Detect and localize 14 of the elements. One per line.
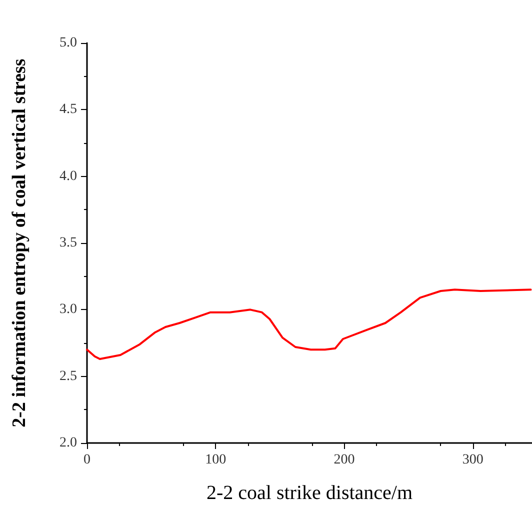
y-tick-label: 2.5 [60, 368, 77, 384]
y-tick-label: 2.0 [60, 436, 77, 450]
y-tick-label: 5.0 [60, 36, 77, 50]
x-tick-label: 0 [84, 452, 90, 468]
x-tick-label: 200 [334, 452, 355, 468]
y-tick-label: 4.0 [60, 168, 77, 184]
y-tick-label: 4.5 [60, 102, 77, 118]
y-tick-label: 3.0 [60, 302, 77, 318]
x-tick-label: 100 [205, 452, 226, 468]
y-tick-label: 3.5 [60, 236, 77, 250]
line-series [86, 288, 532, 360]
x-tick-label: 300 [462, 452, 484, 468]
x-axis-title: 2-2 coal strike distance/m [206, 482, 413, 504]
y-axis-title: 2-2 information entropy of coal vertical stress [9, 58, 30, 428]
